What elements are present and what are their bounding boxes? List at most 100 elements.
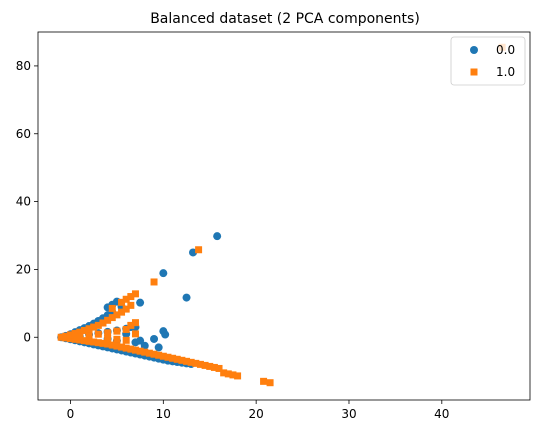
data-point [127,321,135,329]
data-point [161,330,170,339]
x-tick-label: 0 [67,407,75,421]
data-point [173,355,181,363]
data-point [113,311,121,319]
legend: 0.0 1.0 [450,36,526,86]
data-point [94,339,102,347]
data-point [215,364,223,372]
markers [57,43,506,387]
data-point [131,346,139,354]
data-point [155,351,163,359]
data-point [127,293,135,301]
data-point [62,332,70,340]
y-tick-label: 80 [16,59,31,73]
y-tick-label: 0 [23,330,31,344]
chart-title: Balanced dataset (2 PCA components) [150,11,420,27]
data-point [80,326,88,334]
data-point [113,335,121,343]
series-1 [57,43,506,387]
data-point [229,371,237,379]
data-point [90,338,98,346]
data-point [80,337,88,345]
data-point [108,304,116,312]
data-point [169,354,177,362]
data-point [220,369,228,377]
data-point [99,339,107,347]
data-point [57,333,65,341]
data-point [104,316,112,324]
data-point [122,336,130,344]
data-point [206,362,214,370]
data-point [213,232,222,241]
legend-box [450,36,526,86]
data-point [150,278,158,286]
data-point [76,333,84,341]
legend-marker [470,46,478,54]
data-point [150,334,159,343]
data-point [183,357,191,365]
data-point [145,349,153,357]
data-point [192,359,200,367]
data-point [131,319,139,327]
data-point [131,330,139,338]
data-point [187,358,195,366]
legend-label: 1.0 [496,65,515,79]
data-point [196,360,204,368]
y-tick-label: 60 [16,127,31,141]
y-tick-label: 20 [16,262,31,276]
data-point [85,332,93,340]
data-point [260,377,268,385]
data-point [118,343,126,351]
data-point [94,330,102,338]
data-point [195,246,203,254]
y-tick-label: 40 [16,195,31,209]
x-tick-label: 20 [249,407,264,421]
legend-label: 0.0 [496,43,515,57]
data-point [159,352,167,360]
data-point [141,348,149,356]
data-point [113,342,121,350]
data-point [150,350,158,358]
data-point [104,334,112,342]
axes-frame [37,31,531,401]
data-point [127,345,135,353]
data-point [131,290,139,298]
data-point [76,328,84,336]
x-tick-label: 40 [434,407,449,421]
data-point [154,343,163,352]
plot-area [57,43,506,387]
data-point [136,347,144,355]
data-point [113,327,121,335]
x-tick-label: 10 [156,407,171,421]
data-point [71,330,79,338]
data-point [210,363,218,371]
data-point [224,370,232,378]
data-point [122,344,130,352]
data-point [108,341,116,349]
axes: 0 10 20 30 40 0 20 40 60 80 [16,31,531,421]
data-point [66,331,74,339]
data-point [189,248,198,257]
data-point [122,295,130,303]
data-point [66,335,74,343]
legend-marker [470,68,478,76]
data-point [99,319,107,327]
data-point [104,329,112,337]
data-point [94,321,102,329]
data-point [85,325,93,333]
data-point [266,379,274,387]
data-point [118,298,126,306]
data-point [178,356,186,364]
data-point [85,337,93,345]
data-point [159,269,168,278]
data-point [127,301,135,309]
data-point [234,372,242,380]
data-point [136,298,145,307]
data-point [71,335,79,343]
data-point [136,336,145,345]
data-point [201,361,209,369]
data-point [122,325,130,333]
data-point [104,340,112,348]
data-point [182,293,191,302]
data-point [90,323,98,331]
